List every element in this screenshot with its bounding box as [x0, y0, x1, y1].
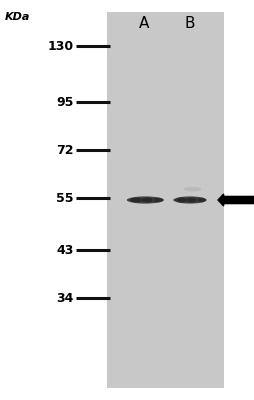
- Ellipse shape: [173, 198, 206, 202]
- Text: 55: 55: [56, 192, 74, 204]
- Ellipse shape: [153, 198, 162, 202]
- Ellipse shape: [133, 198, 157, 202]
- Text: 72: 72: [56, 144, 74, 156]
- Ellipse shape: [129, 197, 161, 203]
- Ellipse shape: [186, 198, 196, 202]
- Text: 130: 130: [48, 40, 74, 52]
- Text: A: A: [138, 16, 149, 31]
- Ellipse shape: [176, 198, 186, 202]
- Text: 43: 43: [56, 244, 74, 256]
- Ellipse shape: [141, 198, 152, 202]
- FancyArrow shape: [217, 194, 253, 206]
- Text: 95: 95: [56, 96, 74, 108]
- Ellipse shape: [175, 197, 203, 203]
- Ellipse shape: [183, 187, 201, 192]
- Bar: [107, 12, 224, 388]
- Ellipse shape: [173, 196, 206, 204]
- Ellipse shape: [126, 198, 163, 202]
- Ellipse shape: [179, 198, 200, 202]
- Ellipse shape: [130, 198, 141, 202]
- Ellipse shape: [197, 198, 205, 202]
- Text: 34: 34: [56, 292, 74, 304]
- Text: B: B: [184, 16, 195, 31]
- Ellipse shape: [126, 196, 163, 204]
- Text: KDa: KDa: [5, 12, 30, 22]
